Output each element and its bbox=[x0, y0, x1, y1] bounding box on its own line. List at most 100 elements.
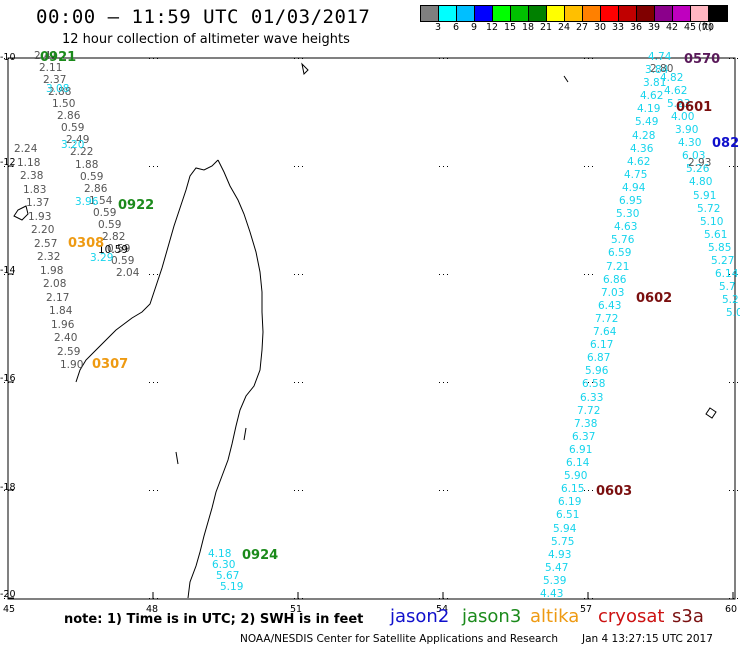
colorbar-swatch bbox=[439, 6, 457, 21]
swh-value-jason3-west: 0.59 bbox=[107, 243, 131, 255]
lat-label: -14 bbox=[0, 265, 16, 276]
lon-label: 54 bbox=[436, 604, 449, 615]
swh-value-altika-west: 1.37 bbox=[26, 197, 50, 209]
colorbar-label: 42 bbox=[665, 22, 679, 33]
swh-value-west-high: 3.20 bbox=[61, 139, 85, 151]
colorbar-swatch bbox=[475, 6, 493, 21]
coastline-madagascar bbox=[13, 62, 717, 599]
colorbar-label: 30 bbox=[593, 22, 607, 33]
swh-value-jason3-west: 0.59 bbox=[98, 219, 122, 231]
swh-value-cryosat-east: 6.33 bbox=[580, 392, 604, 404]
colorbar-swatch bbox=[421, 6, 439, 21]
swh-value-s3a-east: 5.10 bbox=[700, 216, 724, 228]
swh-value-cryosat-east: 4.36 bbox=[630, 143, 654, 155]
swh-value-altika-west: 2.20 bbox=[31, 224, 55, 236]
swh-value-cryosat-east: 4.74 bbox=[648, 51, 672, 63]
lat-label: -16 bbox=[0, 373, 16, 384]
swh-value-altika-west: 2.17 bbox=[46, 292, 70, 304]
swh-value-s3a-east: 4.62 bbox=[664, 85, 688, 97]
swh-value-jason3-west: 0.59 bbox=[61, 122, 85, 134]
swh-value-jason3-west: 1.50 bbox=[52, 98, 76, 110]
swh-value-jason3-south: 5.67 bbox=[216, 570, 240, 582]
swh-value-west-high: 3.08 bbox=[46, 83, 70, 95]
lon-label: 60 bbox=[725, 604, 738, 615]
swh-value-altika-west: 2.59 bbox=[57, 346, 81, 358]
swh-value-altika-west: 2.32 bbox=[37, 251, 61, 263]
footer-note: note: 1) Time is in UTC; 2) SWH is in fe… bbox=[64, 612, 364, 627]
lon-label: 51 bbox=[290, 604, 303, 615]
swh-value-jason3-south: 4.18 bbox=[208, 548, 232, 560]
swh-value-s3a-east: 4.30 bbox=[678, 137, 702, 149]
time-label-0922: 0922 bbox=[118, 198, 155, 213]
time-label-0570: 0570 bbox=[684, 52, 721, 67]
colorbar-swatch bbox=[493, 6, 511, 21]
swh-value-cryosat-east: 6.19 bbox=[558, 496, 582, 508]
time-label-0308: 0308 bbox=[68, 236, 105, 251]
swh-value-s3a-east: 5.2 bbox=[722, 294, 739, 306]
swh-value-cryosat-east: 3.81 bbox=[643, 77, 667, 89]
swh-value-jason3-west: 2.11 bbox=[39, 62, 63, 74]
colorbar-label: 6 bbox=[452, 22, 460, 33]
colorbar-swatch bbox=[457, 6, 475, 21]
colorbar-unit: (ft) bbox=[698, 22, 713, 33]
swh-value-altika-west: 1.90 bbox=[60, 359, 84, 371]
swh-value-east-low: 2.80 bbox=[650, 63, 674, 75]
swh-value-jason3-west: 0.59 bbox=[93, 207, 117, 219]
colorbar-label: 70 bbox=[701, 22, 715, 33]
swh-value-cryosat-east: 7.72 bbox=[577, 405, 601, 417]
colorbar-swatch bbox=[601, 6, 619, 21]
swh-value-cryosat-east: 6.91 bbox=[569, 444, 593, 456]
swh-value-altika-west: 1.18 bbox=[17, 157, 41, 169]
time-label-0603: 0603 bbox=[596, 484, 633, 499]
swh-value-cryosat-east: 7.03 bbox=[601, 287, 625, 299]
swh-value-cryosat-east: 4.62 bbox=[627, 156, 651, 168]
swh-value-jason3-west: 1.88 bbox=[75, 159, 99, 171]
colorbar-label: 24 bbox=[557, 22, 571, 33]
swh-value-jason3-west: 2.22 bbox=[70, 146, 94, 158]
swh-value-s3a-east: 5.27 bbox=[711, 255, 735, 267]
swh-value-cryosat-east: 4.94 bbox=[622, 182, 646, 194]
legend-jason3: jason3 bbox=[462, 606, 522, 627]
legend-jason2: jason2 bbox=[390, 606, 450, 627]
colorbar-label: 21 bbox=[539, 22, 553, 33]
swh-value-s3a-east: 5.23 bbox=[667, 98, 691, 110]
swh-value-cryosat-east: 4.19 bbox=[637, 103, 661, 115]
swh-value-cryosat-east: 5.94 bbox=[553, 523, 577, 535]
swh-value-west-high: 3.29 bbox=[90, 252, 114, 264]
swh-value-cryosat-east: 5.39 bbox=[543, 575, 567, 587]
swh-value-jason3-west: 2.86 bbox=[57, 110, 81, 122]
colorbar-label: 3 bbox=[434, 22, 442, 33]
swh-value-cryosat-east: 6.37 bbox=[572, 431, 596, 443]
swh-value-altika-west: 1.96 bbox=[51, 319, 75, 331]
swh-value-cryosat-east: 6.95 bbox=[619, 195, 643, 207]
time-label-0602: 0602 bbox=[636, 291, 673, 306]
generated-timestamp: Jan 4 13:27:15 UTC 2017 bbox=[582, 633, 713, 645]
colorbar-label: 36 bbox=[629, 22, 643, 33]
swh-value-s3a-east: 6.03 bbox=[682, 150, 706, 162]
graticule-dots bbox=[4, 58, 738, 599]
swh-value-jason3-west: 0.59 bbox=[80, 171, 104, 183]
colorbar-label: 18 bbox=[521, 22, 535, 33]
map-frame bbox=[7, 57, 736, 600]
swh-value-cryosat-east: 6.59 bbox=[608, 247, 632, 259]
colorbar-swatch bbox=[511, 6, 529, 21]
legend-cryosat: cryosat bbox=[598, 606, 665, 627]
longitude-ticks bbox=[7, 592, 734, 599]
swh-value-west-high: 3.96 bbox=[75, 196, 99, 208]
swh-value-cryosat-east: 6.51 bbox=[556, 509, 580, 521]
swh-value-s3a-east: 3.90 bbox=[675, 124, 699, 136]
swh-value-s3a-east: 5.72 bbox=[697, 203, 721, 215]
colorbar-swatch bbox=[529, 6, 547, 21]
lat-label: -12 bbox=[0, 157, 16, 168]
swh-value-cryosat-east: 6.86 bbox=[603, 274, 627, 286]
colorbar-label: 12 bbox=[485, 22, 499, 33]
colorbar-swatch bbox=[673, 6, 691, 21]
colorbar-swatch bbox=[583, 6, 601, 21]
swh-value-cryosat-east: 4.75 bbox=[624, 169, 648, 181]
swh-value-cryosat-east: 6.58 bbox=[582, 378, 606, 390]
colorbar-label: 9 bbox=[470, 22, 478, 33]
swh-value-altika-west: 2.57 bbox=[34, 238, 58, 250]
lat-label: -18 bbox=[0, 482, 16, 493]
swh-value-cryosat-east: 4.28 bbox=[632, 130, 656, 142]
colorbar-swatch bbox=[691, 6, 709, 21]
